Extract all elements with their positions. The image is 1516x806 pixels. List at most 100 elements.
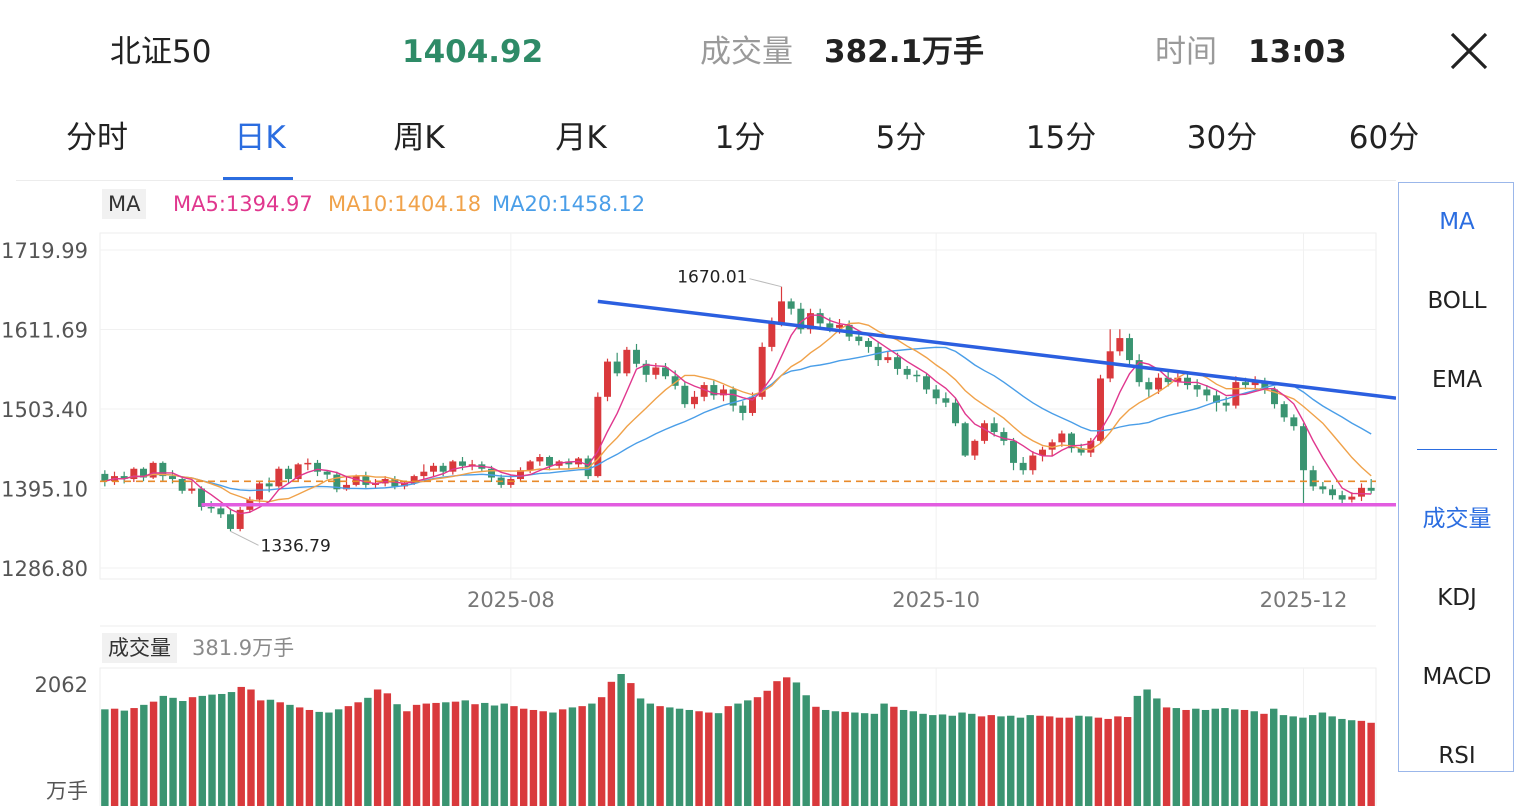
candle-body bbox=[604, 361, 611, 397]
volume-bar bbox=[471, 704, 479, 806]
candle-body bbox=[981, 423, 988, 441]
candle-body bbox=[333, 474, 341, 490]
candle-body bbox=[1348, 496, 1356, 500]
tab-weekly-k[interactable]: 周K bbox=[393, 120, 445, 156]
volume-bar bbox=[500, 703, 508, 806]
indicator-volume[interactable]: 成交量 bbox=[1422, 506, 1492, 532]
candle-body bbox=[410, 476, 418, 484]
tab-30min[interactable]: 30分 bbox=[1186, 120, 1258, 156]
volume-bar bbox=[821, 709, 830, 806]
volume-bar bbox=[1133, 695, 1142, 806]
candle-body bbox=[159, 462, 167, 477]
candlestick-chart[interactable]: 1719.99 1611.69 1503.40 1395.10 1286.80 2025-… bbox=[0, 0, 1396, 806]
tab-monthly-k[interactable]: 月K bbox=[555, 120, 607, 156]
tab-15min[interactable]: 15分 bbox=[1025, 120, 1097, 156]
tab-5min[interactable]: 5分 bbox=[875, 120, 927, 156]
indicator-boll[interactable]: BOLL bbox=[1427, 288, 1487, 314]
candle-body bbox=[652, 367, 660, 375]
tab-daily-k[interactable]: 日K bbox=[234, 120, 286, 156]
indicator-kdj[interactable]: KDJ bbox=[1437, 585, 1477, 611]
indicator-rsi[interactable]: RSI bbox=[1438, 743, 1476, 769]
volume-bar bbox=[802, 695, 810, 806]
tab-60min[interactable]: 60分 bbox=[1348, 120, 1420, 156]
candle-body bbox=[227, 514, 234, 529]
volume-bar bbox=[997, 716, 1005, 806]
volume-bar bbox=[110, 708, 119, 806]
volume-bar bbox=[305, 709, 314, 806]
volume-bar bbox=[130, 708, 138, 806]
volume-bar bbox=[1007, 715, 1015, 806]
quote-header: 北证50 1404.92 成交量 382.1万手 时间 13:03 bbox=[0, 0, 1516, 100]
price-plot-frame bbox=[99, 232, 1377, 580]
volume-bar bbox=[636, 698, 645, 806]
candle-body bbox=[1222, 402, 1230, 406]
candle-body bbox=[787, 301, 795, 309]
x-tick-label: 2025-08 bbox=[467, 588, 555, 612]
volume-bar bbox=[792, 682, 801, 806]
indicator-ema[interactable]: EMA bbox=[1431, 367, 1483, 393]
indicator-ma[interactable]: MA bbox=[1439, 209, 1475, 235]
volume-bar bbox=[344, 706, 353, 806]
candle-body bbox=[932, 389, 940, 399]
volume-bar bbox=[422, 703, 431, 806]
candle-body bbox=[207, 506, 215, 509]
candle-body bbox=[304, 462, 312, 465]
volume-bar bbox=[987, 715, 995, 806]
close-x-icon[interactable] bbox=[1448, 30, 1490, 72]
candle-body bbox=[140, 468, 147, 478]
candle-body bbox=[1116, 338, 1124, 352]
volume-bar bbox=[666, 707, 674, 806]
tab-1min[interactable]: 1分 bbox=[714, 120, 766, 156]
volume-bar bbox=[1162, 707, 1171, 806]
volume-bar bbox=[773, 681, 781, 806]
candle-body bbox=[1261, 382, 1269, 390]
volume-max-label: 2062 bbox=[35, 673, 88, 697]
candle-body bbox=[710, 385, 718, 396]
candle-body bbox=[903, 368, 911, 375]
ma20-legend: MA20:1458.12 bbox=[492, 192, 646, 216]
volume-bar bbox=[539, 711, 547, 806]
candle-body bbox=[729, 389, 737, 406]
candle-body bbox=[662, 367, 669, 377]
candle-body bbox=[1242, 382, 1249, 386]
volume-bar bbox=[1308, 715, 1317, 806]
indicator-panel: MA BOLL EMA 成交量 KDJ MACD RSI bbox=[1398, 182, 1514, 772]
candle-body bbox=[1319, 486, 1327, 490]
volume-bar bbox=[1114, 716, 1122, 806]
tab-intraday[interactable]: 分时 bbox=[66, 120, 128, 156]
candle-body bbox=[1309, 470, 1317, 487]
volume-bar bbox=[783, 677, 791, 806]
volume-bar bbox=[354, 702, 362, 806]
candle-body bbox=[1048, 442, 1056, 450]
time-value: 13:03 bbox=[1248, 34, 1347, 70]
ma10-line bbox=[104, 322, 1372, 503]
divider bbox=[16, 180, 1396, 181]
indicator-separator bbox=[1417, 449, 1497, 450]
last-price: 1404.92 bbox=[402, 34, 544, 70]
candle-body bbox=[1077, 448, 1085, 453]
candle-body bbox=[1290, 417, 1298, 427]
volume-bar bbox=[237, 686, 245, 806]
volume-bar bbox=[140, 704, 148, 806]
volume-bar bbox=[948, 715, 956, 806]
candle-body bbox=[1184, 377, 1191, 386]
volume-bar bbox=[714, 713, 723, 806]
volume-bar bbox=[851, 712, 859, 806]
volume-bar bbox=[656, 706, 664, 806]
volume-bar bbox=[1270, 708, 1278, 806]
candle-body bbox=[536, 457, 544, 462]
volume-bar bbox=[1104, 718, 1112, 806]
volume-bar bbox=[1328, 716, 1336, 806]
indicator-macd[interactable]: MACD bbox=[1422, 664, 1492, 690]
candle-body bbox=[942, 398, 950, 403]
volume-bar bbox=[1318, 712, 1327, 806]
volume-bar bbox=[597, 697, 606, 806]
candle-body bbox=[1039, 449, 1046, 456]
volume-bar bbox=[1289, 716, 1297, 806]
volume-bar bbox=[568, 707, 577, 806]
y-tick-label: 1286.80 bbox=[1, 557, 88, 581]
x-tick-label: 2025-10 bbox=[892, 588, 980, 612]
volume-bar bbox=[617, 674, 625, 806]
volume-bar bbox=[1201, 709, 1210, 806]
volume-bar bbox=[227, 692, 236, 806]
